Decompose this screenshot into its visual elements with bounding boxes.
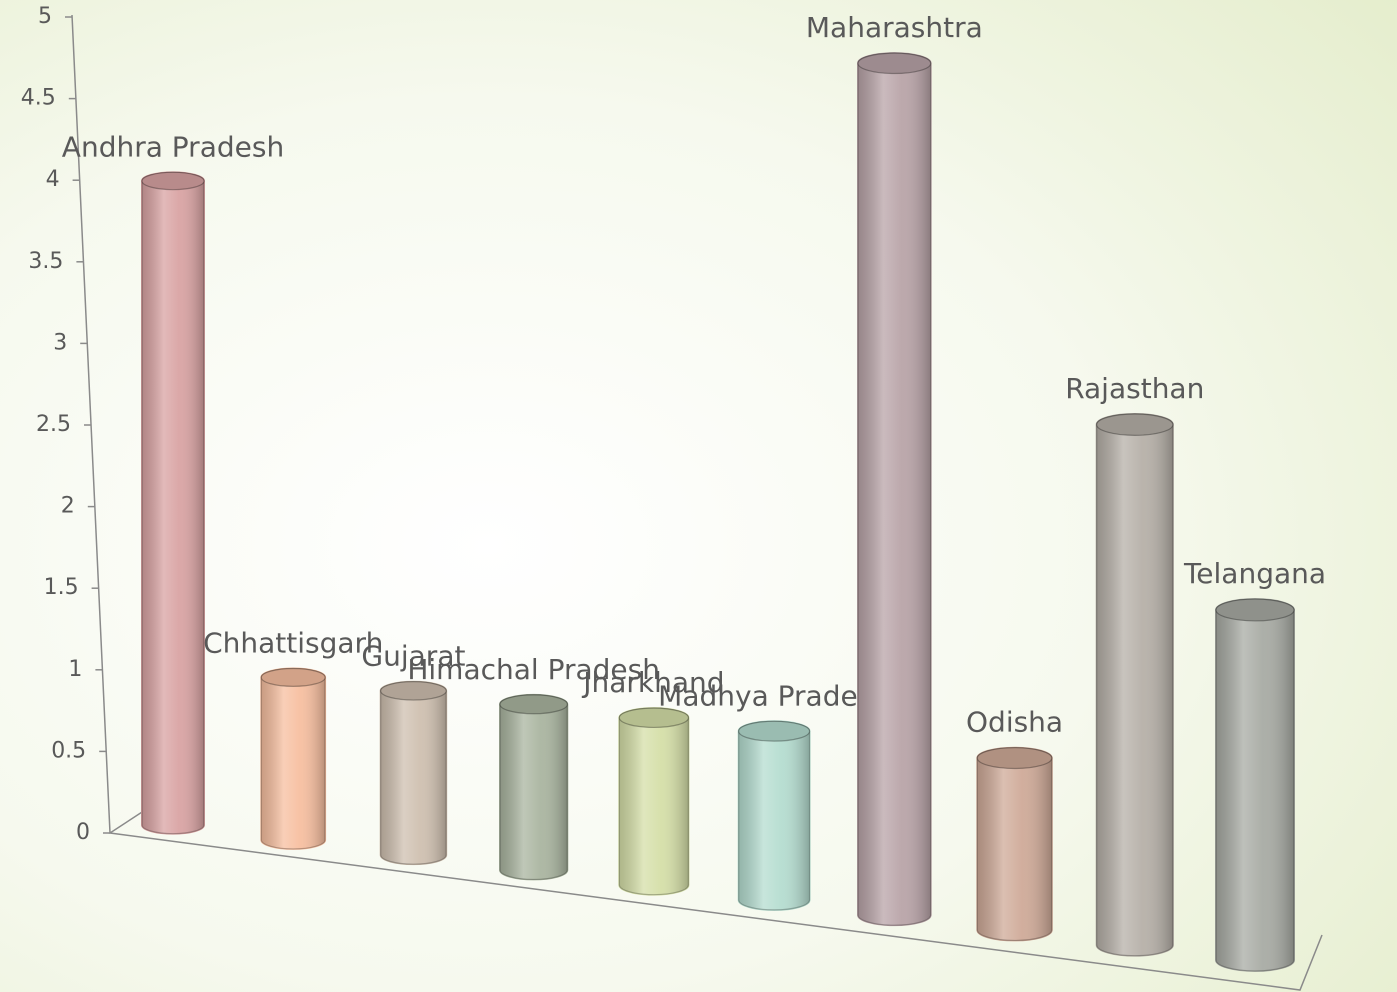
y-tick-label: 2	[61, 494, 75, 519]
data-label: Andhra Pradesh	[62, 130, 284, 163]
data-label: Odisha	[966, 706, 1063, 739]
bar-shade	[1096, 413, 1174, 957]
bar-cap	[141, 171, 205, 191]
bar-cap	[1096, 413, 1174, 436]
bar-cap	[260, 667, 326, 687]
data-label: Himachal Pradesh	[407, 653, 660, 686]
bar-shade	[618, 707, 690, 896]
bar-shade	[380, 681, 447, 865]
y-tick-label: 3.5	[28, 249, 63, 274]
y-tick-label: 2.5	[36, 412, 71, 437]
bar-cap	[380, 681, 447, 701]
bar-shade	[1215, 598, 1295, 972]
y-tick-label: 5	[38, 4, 52, 29]
data-label: Rajasthan	[1065, 372, 1204, 405]
y-axis	[71, 14, 111, 834]
bar-cap	[499, 694, 568, 715]
bar-cap	[618, 707, 690, 729]
y-tick-label: 1.5	[44, 575, 79, 600]
bar-shade	[738, 720, 811, 911]
bar-shade	[976, 747, 1053, 942]
bar-cap	[976, 747, 1053, 770]
bar-shade	[857, 52, 932, 926]
bar-cap	[857, 52, 932, 75]
y-tick-label: 3	[53, 330, 67, 355]
y-tick-label: 0.5	[51, 738, 86, 763]
data-label: Jharkhand	[581, 666, 724, 699]
y-tick-label: 0	[76, 820, 90, 845]
data-label: Gujarat	[361, 640, 465, 673]
data-label: Madhya Pradesh	[658, 679, 890, 712]
y-tick-label: 4.5	[21, 86, 56, 111]
data-label: Telangana	[1183, 557, 1326, 590]
y-tick-label: 4	[46, 167, 60, 192]
bar-cap	[1215, 598, 1295, 622]
bar-shade	[260, 667, 326, 850]
data-label: Chhattisgarh	[203, 627, 383, 660]
floor	[107, 796, 1323, 991]
bar-cap	[738, 720, 811, 742]
data-label: Maharashtra	[806, 11, 983, 44]
y-tick-label: 1	[68, 657, 82, 682]
bar-shade	[499, 694, 568, 880]
bar-shade	[141, 171, 205, 835]
